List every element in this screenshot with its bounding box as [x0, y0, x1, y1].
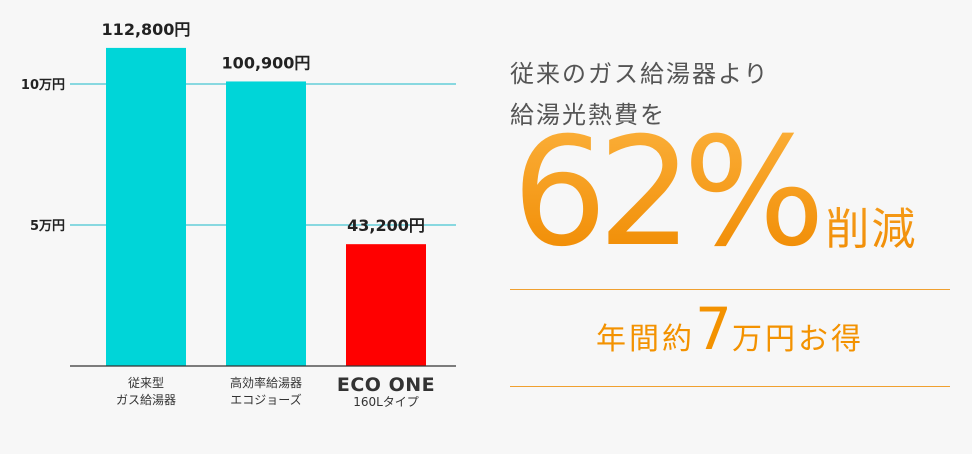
x-tick-label: 従来型	[128, 376, 164, 390]
saving-prefix: 年間約	[596, 322, 696, 357]
divider-bottom	[510, 386, 950, 387]
bar	[106, 47, 186, 367]
bar-value-label: 100,900円	[222, 53, 311, 72]
ecoone-logo-label: ECO ONE	[337, 374, 435, 396]
saving-suffix: 万円お得	[731, 322, 864, 357]
x-tick-label: エコジョーズ	[230, 392, 301, 407]
promo-panel: 従来のガス給湯器より 給湯光熱費を 62% 削減 年間約7万円お得	[510, 0, 952, 454]
x-tick-label: ガス給湯器	[116, 393, 176, 407]
y-tick-label: 10万円	[21, 78, 65, 93]
annual-saving: 年間約7万円お得	[510, 300, 950, 358]
headline-suffix: 削減	[825, 204, 918, 255]
bar	[346, 244, 426, 366]
x-tick-label: 160Lタイプ	[353, 395, 419, 409]
divider-top	[510, 289, 950, 290]
saving-number: 7	[695, 295, 732, 363]
x-tick-label: 高効率給湯器	[230, 375, 302, 390]
bar	[226, 81, 306, 366]
promo-line-2: 給湯光熱費を	[510, 101, 666, 129]
bar-value-label: 43,200円	[347, 216, 425, 235]
headline-percent: 62%	[512, 106, 816, 280]
headline: 62% 削減	[512, 118, 917, 268]
bar-value-label: 112,800円	[102, 20, 191, 39]
y-tick-label: 5万円	[30, 219, 65, 234]
promo-line-1: 従来のガス給湯器より	[510, 60, 770, 88]
